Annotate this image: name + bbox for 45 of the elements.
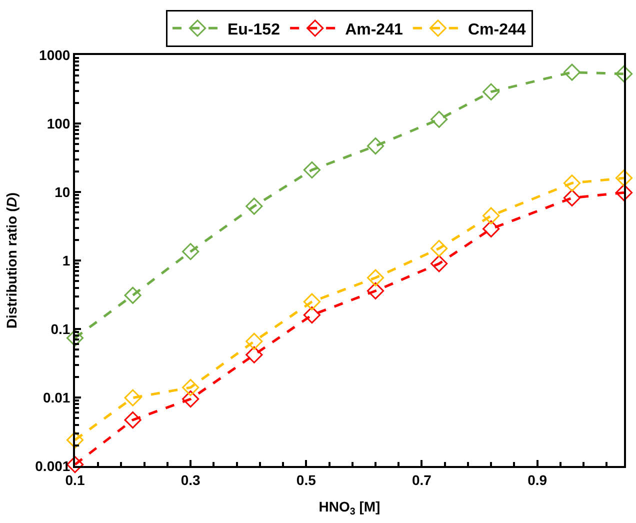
y-tick-label: 0.01 (42, 389, 70, 406)
point (303, 293, 320, 310)
x-tick-label: 0.7 (412, 472, 432, 488)
y-tick-label: 0.001 (35, 458, 70, 474)
point (482, 207, 500, 224)
x-tick-label: 0.9 (528, 472, 548, 488)
legend-label: Am-241 (345, 21, 403, 38)
point (482, 83, 500, 100)
point (124, 411, 142, 429)
point (430, 110, 448, 128)
point (124, 389, 142, 406)
point (563, 189, 581, 206)
point (366, 137, 384, 155)
point (124, 286, 142, 304)
point (430, 255, 448, 272)
y-tick-label: 100 (46, 115, 70, 132)
legend-label: Eu-152 (228, 21, 280, 38)
x-axis-title: HNO$_{3}$ [M] (318, 498, 380, 518)
point (182, 390, 200, 408)
y-tick-label: 0.1 (50, 320, 70, 337)
y-axis-title: Distribution ratio (D) (3, 192, 20, 329)
point (563, 64, 581, 81)
point (615, 169, 633, 187)
point (482, 220, 500, 238)
point (246, 332, 263, 350)
point (182, 378, 200, 396)
point (303, 306, 320, 324)
point (66, 431, 84, 449)
y-tick-label: 1 (62, 252, 70, 268)
point (246, 198, 263, 215)
point (246, 346, 263, 364)
point (303, 161, 320, 178)
point (182, 243, 200, 260)
x-tick-label: 0.3 (180, 472, 201, 488)
y-tick-label: 10 (54, 184, 70, 200)
x-tick-label: 0.5 (296, 472, 316, 488)
point (366, 269, 384, 286)
point (615, 184, 633, 202)
y-tick-label: 1000 (39, 46, 70, 63)
legend-label: Cm-244 (468, 21, 526, 38)
point (366, 282, 384, 300)
point (615, 65, 633, 82)
point (563, 174, 581, 192)
point (430, 240, 448, 257)
x-tick-label: 0.1 (65, 472, 85, 488)
